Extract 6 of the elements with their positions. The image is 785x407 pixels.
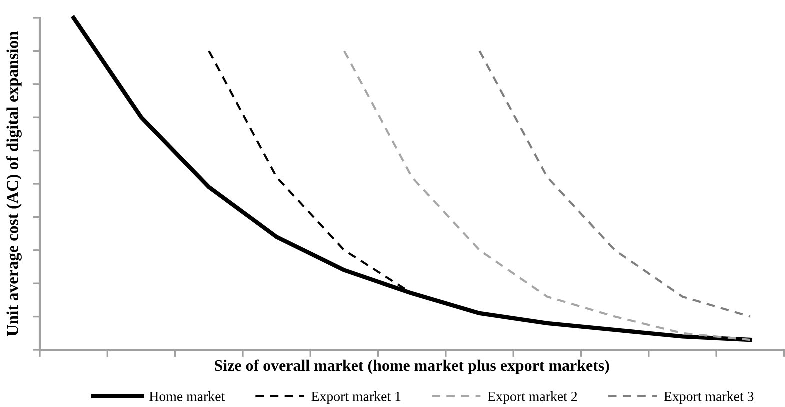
legend-label: Export market 3 [664,392,754,404]
legend-label: Export market 1 [312,392,401,404]
legend-label: Home market [150,392,226,402]
legend-label: Export market 2 [488,392,578,404]
x-axis-title: Size of overall market (home market plus export markets) [215,360,610,374]
y-axis-title: Unit average cost (AC) of digital expansion [6,31,22,336]
